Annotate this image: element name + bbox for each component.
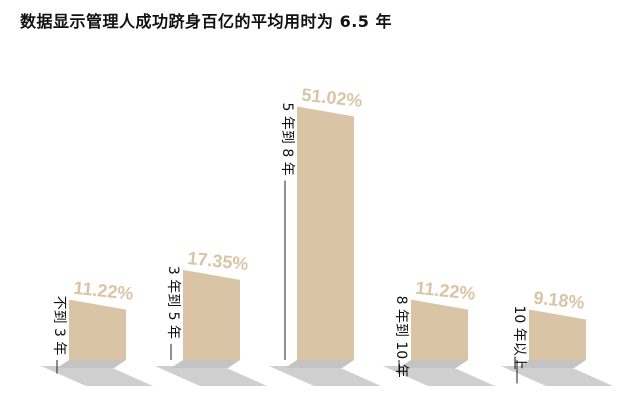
bar-floor-shadow bbox=[41, 366, 153, 386]
bar-base-shadow bbox=[171, 360, 240, 368]
bar-value-label: 9.18% bbox=[533, 288, 586, 313]
bar bbox=[411, 299, 468, 360]
bar-value-label: 51.02% bbox=[301, 85, 364, 111]
bar-group: 51.02% 5 年到 8 年 bbox=[269, 85, 381, 386]
category-label: 8 年到 10 年 bbox=[393, 296, 409, 378]
bar-base-shadow bbox=[517, 360, 586, 368]
category-label: 3 年到 5 年 bbox=[165, 266, 181, 339]
bar-value-label: 11.22% bbox=[415, 278, 477, 304]
bar-floor-shadow bbox=[269, 366, 381, 386]
bar-group: 11.22% 不到 3 年 bbox=[41, 278, 153, 386]
bar-floor-shadow bbox=[501, 366, 613, 386]
bar-group: 9.18% 10 年以上 bbox=[501, 288, 613, 386]
bar bbox=[69, 299, 126, 360]
bar-base-shadow bbox=[57, 360, 126, 368]
bar-base-shadow bbox=[399, 360, 468, 368]
bar bbox=[183, 269, 240, 360]
bar-floor-shadow bbox=[155, 366, 267, 386]
bar-floor-shadow bbox=[383, 366, 495, 386]
chart-title: 数据显示管理人成功跻身百亿的平均用时为 6.5 年 bbox=[20, 12, 392, 31]
bar bbox=[297, 106, 354, 360]
bar-group: 11.22% 8 年到 10 年 bbox=[383, 278, 495, 386]
bar bbox=[529, 309, 586, 360]
bar-base-shadow bbox=[285, 360, 354, 368]
bar-value-label: 11.22% bbox=[73, 278, 135, 304]
category-label: 10 年以上 bbox=[511, 305, 527, 369]
bar-value-label: 17.35% bbox=[187, 248, 250, 274]
category-label: 5 年到 8 年 bbox=[279, 103, 295, 176]
category-label: 不到 3 年 bbox=[51, 296, 67, 356]
bar-group: 17.35% 3 年到 5 年 bbox=[155, 248, 267, 386]
